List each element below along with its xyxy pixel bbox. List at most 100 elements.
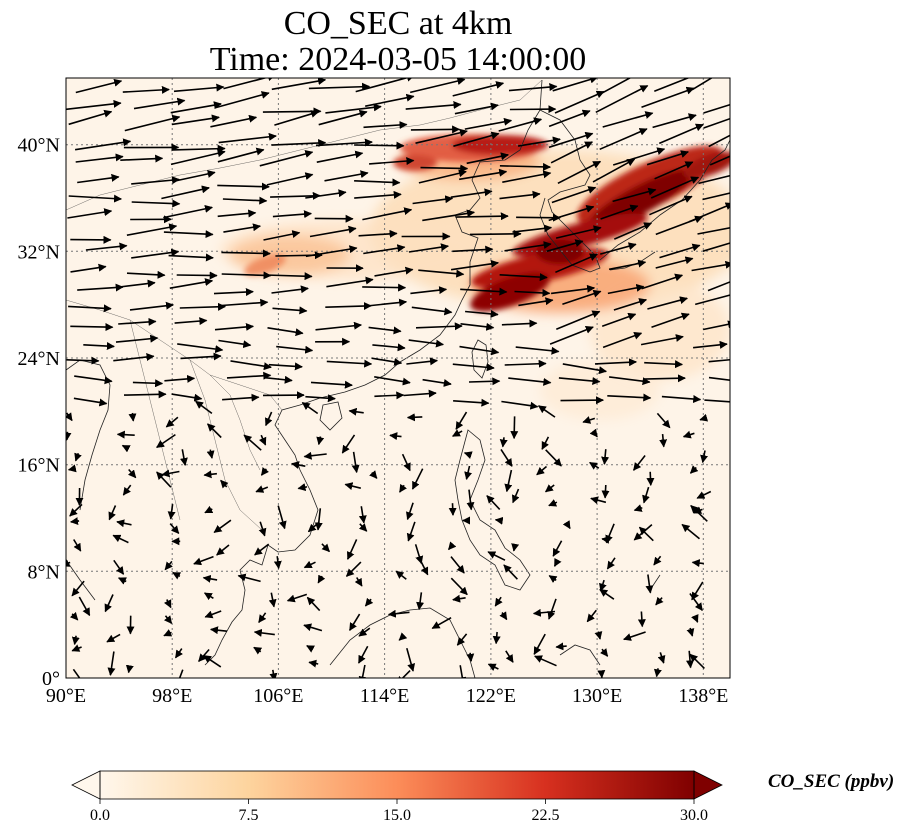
wind-vector-arrow <box>637 611 646 628</box>
wind-vector-arrow <box>118 317 157 326</box>
wind-vector-arrow <box>308 82 371 91</box>
wind-vector-arrow <box>178 669 184 678</box>
wind-vector-arrow <box>217 147 265 163</box>
wind-vector-arrow <box>682 430 695 439</box>
wind-vector-arrow <box>656 412 671 429</box>
wind-vector-arrow <box>453 398 490 407</box>
colorbar-label: CO_SEC (ppbv) <box>768 771 894 792</box>
wind-vector-arrow <box>548 131 594 149</box>
wind-vector-arrow <box>418 269 465 278</box>
wind-vector-arrow <box>652 113 697 129</box>
wind-vector-arrow <box>230 360 272 371</box>
wind-vector-arrow <box>314 508 323 531</box>
wind-vector-arrow <box>68 194 122 203</box>
wind-vector-arrow <box>594 631 603 640</box>
wind-vector-arrow <box>387 609 410 618</box>
wind-vector-arrow <box>406 357 438 366</box>
wind-vector-arrow <box>487 663 499 671</box>
wind-vector-arrow <box>460 287 508 296</box>
wind-vector-arrow <box>447 541 457 551</box>
y-axis: 0° 8°N 16°N 24°N 32°N 40°N <box>18 135 60 690</box>
y-tick-label: 0° <box>42 668 60 690</box>
wind-vector-arrow <box>172 571 182 580</box>
wind-vector-arrow <box>450 577 468 596</box>
wind-vector-arrow <box>608 376 651 386</box>
wind-vector-arrow <box>512 224 553 233</box>
wind-vector-arrow <box>464 117 513 130</box>
wind-vector-arrow <box>67 208 113 219</box>
wind-vector-arrow <box>221 249 271 258</box>
wind-vector-arrow <box>643 374 686 383</box>
wind-vector-arrow <box>204 610 222 619</box>
wind-vector-arrow <box>260 467 270 476</box>
wind-vector-arrow <box>511 488 520 504</box>
colorbar-tick-label: 15.0 <box>383 807 411 824</box>
wind-vector-arrow <box>599 242 637 255</box>
wind-vector-arrow <box>303 451 327 460</box>
wind-vector-arrow <box>586 609 597 623</box>
wind-vector-arrow <box>655 215 704 236</box>
wind-vector-arrow <box>541 436 550 450</box>
wind-vector-arrow <box>223 223 261 233</box>
wind-vector-arrow <box>654 161 694 180</box>
wind-vector-arrow <box>364 597 374 607</box>
wind-vector-arrow <box>657 652 666 664</box>
wind-vector-arrow <box>592 158 636 183</box>
wind-vector-arrow <box>78 596 91 617</box>
wind-vector-arrow <box>450 188 493 198</box>
wind-vector-arrow <box>452 245 494 254</box>
wind-vector-arrow <box>210 114 258 128</box>
wind-vector-arrow <box>326 276 374 288</box>
wind-vector-arrow <box>448 503 457 516</box>
wind-vector-arrow <box>659 434 668 448</box>
wind-vector-arrow <box>517 136 561 147</box>
wind-vector-arrow <box>258 434 267 446</box>
wind-vector-arrow <box>691 559 704 568</box>
wind-vector-arrow <box>503 564 518 580</box>
wind-vector-arrow <box>698 174 730 185</box>
wind-vector-arrow <box>646 471 655 486</box>
wind-vector-arrow <box>116 519 132 528</box>
wind-vector-arrow <box>642 486 650 504</box>
wind-vector-arrow <box>689 465 699 474</box>
wind-vector-arrow <box>354 190 402 199</box>
wind-vector-arrow <box>589 428 598 438</box>
wind-vector-arrow <box>691 78 714 91</box>
wind-vector-arrow <box>499 437 508 448</box>
wind-vector-arrow <box>550 141 594 164</box>
wind-vector-arrow <box>325 103 382 114</box>
wind-vector-arrow <box>253 628 275 637</box>
wind-vector-arrow <box>263 230 301 241</box>
wind-vector-arrow <box>315 138 373 147</box>
wind-vector-arrow <box>499 273 548 282</box>
y-tick-label: 40°N <box>18 135 60 157</box>
wind-vector-arrow <box>268 592 277 608</box>
wind-vector-arrow <box>597 669 606 678</box>
wind-vector-arrow <box>406 413 423 422</box>
wind-vector-arrow <box>131 248 180 259</box>
wind-vector-arrow <box>66 356 100 365</box>
wind-vector-arrow <box>406 647 416 672</box>
wind-vector-arrow <box>362 283 407 292</box>
wind-vector-arrow <box>70 323 114 332</box>
wind-vector-arrow <box>70 517 80 526</box>
wind-vector-arrow <box>505 650 514 663</box>
wind-vector-arrow <box>217 209 257 218</box>
wind-vector-arrow <box>362 207 413 221</box>
wind-vector-arrow <box>122 85 170 94</box>
wind-vector-arrow <box>504 469 513 493</box>
wind-vector-arrow <box>655 256 694 269</box>
wind-vector-arrow <box>68 304 112 313</box>
colorbar-tick-label: 30.0 <box>680 807 708 824</box>
wind-vector-arrow <box>450 556 465 574</box>
wind-vector-arrow <box>466 652 475 662</box>
wind-vector-arrow <box>422 378 452 387</box>
wind-vector-arrow <box>271 139 327 148</box>
wind-vector-arrow <box>305 189 347 199</box>
wind-vector-arrow <box>305 394 336 403</box>
wind-vector-arrow <box>291 461 306 469</box>
wind-vector-arrow <box>161 469 180 478</box>
korea-coastline <box>539 109 601 273</box>
wind-vector-arrow <box>75 78 123 94</box>
wind-vector-arrow <box>499 190 541 200</box>
